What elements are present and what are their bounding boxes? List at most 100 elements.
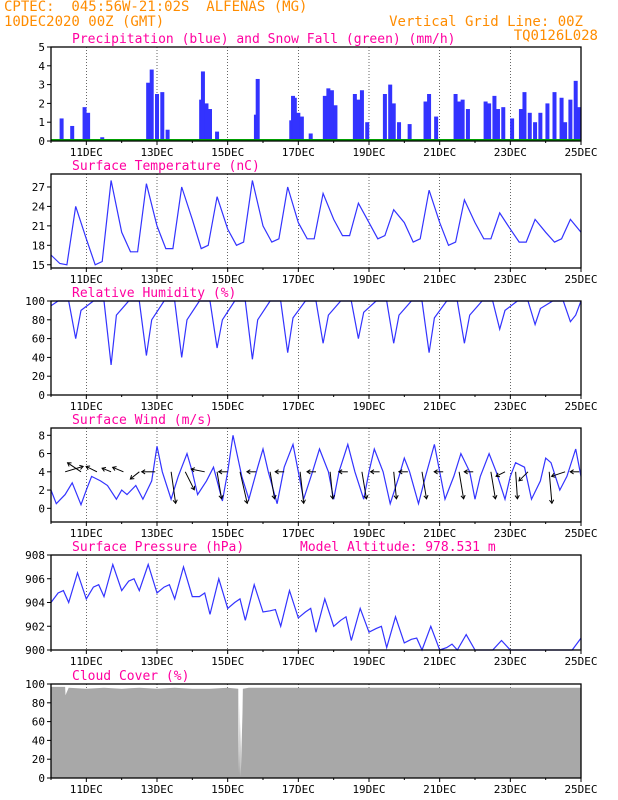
wind-vector: [85, 465, 98, 473]
x-tick-label: 21DEC: [423, 783, 456, 796]
precip-bar: [563, 122, 568, 141]
x-tick-label: 19DEC: [352, 655, 385, 668]
wind-arrowhead: [463, 469, 468, 475]
precip-bar: [552, 92, 557, 141]
x-tick-label: 17DEC: [282, 527, 315, 540]
header-model-id: TQ0126L028: [513, 28, 598, 44]
pres-line: [50, 562, 582, 652]
wind-line: [50, 435, 582, 507]
wind-vector: [101, 467, 112, 473]
x-tick-label: 23DEC: [494, 273, 527, 286]
precip-bar: [545, 103, 550, 141]
wind-arrowhead: [423, 494, 429, 500]
wind-arrowhead: [245, 469, 251, 475]
wind-arrowhead: [393, 495, 399, 500]
precip-bar: [487, 103, 492, 141]
x-tick-label: 19DEC: [352, 273, 385, 286]
y-tick-label: 20: [32, 753, 45, 766]
x-tick-label: 25DEC: [564, 273, 597, 286]
precip-bar: [160, 92, 165, 141]
wind-arrowhead: [172, 499, 178, 505]
precip-bar: [518, 109, 523, 141]
x-tick-label: 21DEC: [423, 146, 456, 159]
x-tick-label: 19DEC: [352, 400, 385, 413]
precip-bar: [70, 125, 75, 141]
x-tick-label: 15DEC: [211, 655, 244, 668]
x-tick-label: 21DEC: [423, 400, 456, 413]
wind-vector: [518, 471, 529, 482]
wind-arrowhead: [300, 499, 306, 505]
x-tick-label: 13DEC: [140, 146, 173, 159]
wind-arrowhead: [271, 494, 277, 500]
y-tick-label: 906: [25, 573, 45, 586]
wind-vector: [216, 471, 223, 499]
y-tick-label: 902: [25, 620, 45, 633]
precip-bar: [333, 105, 338, 141]
y-tick-label: 21: [32, 220, 45, 233]
y-tick-label: 40: [32, 734, 45, 747]
precip-bar: [427, 94, 432, 141]
y-tick-label: 40: [32, 351, 45, 364]
y-tick-label: 5: [38, 41, 45, 54]
pres-title: Surface Pressure (hPa): [72, 540, 244, 555]
precip-bar: [453, 94, 458, 141]
y-tick-label: 4: [38, 466, 45, 479]
y-tick-label: 6: [38, 448, 45, 461]
precip-bar: [308, 133, 313, 141]
y-tick-label: 2: [38, 484, 45, 497]
wind-vector: [548, 471, 553, 504]
precip-bar: [329, 90, 334, 141]
panel-precip: 0 1 2 3 4 5 11DEC 13DEC 15DEC 17DEC 19DEC 21DEC 23DE…: [38, 32, 597, 159]
wind-arrowhead: [101, 466, 107, 472]
precip-bar: [86, 112, 91, 141]
wind-arrowhead: [217, 469, 223, 475]
y-tick-label: 60: [32, 716, 45, 729]
x-tick-label: 25DEC: [564, 400, 597, 413]
x-tick-label: 25DEC: [564, 655, 597, 668]
x-tick-label: 19DEC: [352, 783, 385, 796]
precip-bar: [82, 107, 87, 141]
panel-wind: 0 2 4 6 8 11DEC 13DEC 15DEC 17DEC 19DEC 21DEC 23DEC…: [38, 413, 597, 540]
panel-pres: 900 902 904 906 908 11DEC 13DEC 15DEC 17DEC 19DEC…: [25, 540, 597, 668]
x-tick-label: 13DEC: [140, 527, 173, 540]
precip-bar: [165, 129, 170, 141]
x-tick-label: 17DEC: [282, 655, 315, 668]
wind-vector: [490, 471, 496, 499]
y-tick-label: 24: [32, 200, 46, 213]
wind-arrowhead: [518, 476, 524, 482]
precip-bar: [215, 131, 220, 141]
x-tick-label: 11DEC: [70, 655, 103, 668]
wind-vector: [191, 468, 205, 473]
rh-title: Relative Humidity (%): [72, 286, 236, 301]
x-tick-label: 11DEC: [70, 400, 103, 413]
precip-bar: [510, 118, 515, 141]
precip-bar: [292, 97, 297, 141]
y-tick-label: 80: [32, 314, 45, 327]
y-tick-label: 18: [32, 239, 45, 252]
y-tick-label: 20: [32, 370, 45, 383]
precip-bar: [322, 95, 327, 141]
x-tick-label: 15DEC: [211, 527, 244, 540]
precip-bar: [255, 78, 260, 141]
precip-bar: [457, 101, 462, 141]
x-tick-label: 17DEC: [282, 273, 315, 286]
y-tick-label: 4: [38, 60, 45, 73]
precip-bar: [391, 103, 396, 141]
wind-vector: [361, 471, 367, 499]
precip-bar: [495, 109, 500, 141]
cloud-area: [51, 686, 581, 778]
wind-arrowhead: [549, 499, 555, 505]
y-tick-label: 1: [38, 116, 45, 129]
y-tick-label: 80: [32, 697, 45, 710]
wind-vector: [458, 471, 465, 499]
wind-arrowhead: [190, 485, 196, 491]
x-tick-label: 11DEC: [70, 527, 103, 540]
precip-bar: [59, 118, 64, 141]
wind-arrowhead: [218, 494, 224, 500]
x-tick-label: 21DEC: [423, 273, 456, 286]
wind-arrowhead: [460, 494, 466, 500]
y-tick-label: 3: [38, 79, 45, 92]
y-tick-label: 904: [25, 597, 45, 610]
rh-line: [50, 300, 582, 365]
x-tick-label: 11DEC: [70, 273, 103, 286]
